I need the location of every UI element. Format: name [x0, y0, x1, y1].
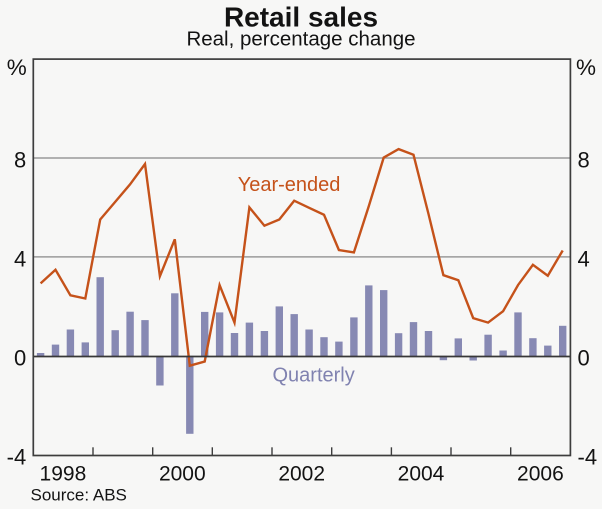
svg-text:Year-ended: Year-ended — [238, 174, 341, 196]
svg-text:4: 4 — [578, 246, 590, 271]
svg-text:2006: 2006 — [517, 462, 564, 485]
svg-text:0: 0 — [578, 346, 590, 371]
svg-text:Retail sales: Retail sales — [224, 2, 378, 33]
svg-text:2004: 2004 — [398, 462, 445, 485]
svg-text:-4: -4 — [578, 445, 598, 470]
svg-text:Source: ABS: Source: ABS — [31, 486, 127, 505]
svg-text:2002: 2002 — [278, 462, 325, 485]
svg-text:2000: 2000 — [159, 462, 206, 485]
svg-text:Quarterly: Quarterly — [273, 364, 355, 386]
svg-text:4: 4 — [14, 246, 26, 271]
svg-text:-4: -4 — [7, 445, 27, 470]
svg-text:0: 0 — [14, 346, 26, 371]
svg-text:%: % — [576, 55, 596, 80]
svg-text:1998: 1998 — [40, 462, 87, 485]
svg-text:8: 8 — [14, 147, 26, 172]
svg-text:%: % — [7, 55, 27, 80]
svg-text:8: 8 — [578, 147, 590, 172]
svg-text:Real, percentage change: Real, percentage change — [186, 28, 415, 51]
